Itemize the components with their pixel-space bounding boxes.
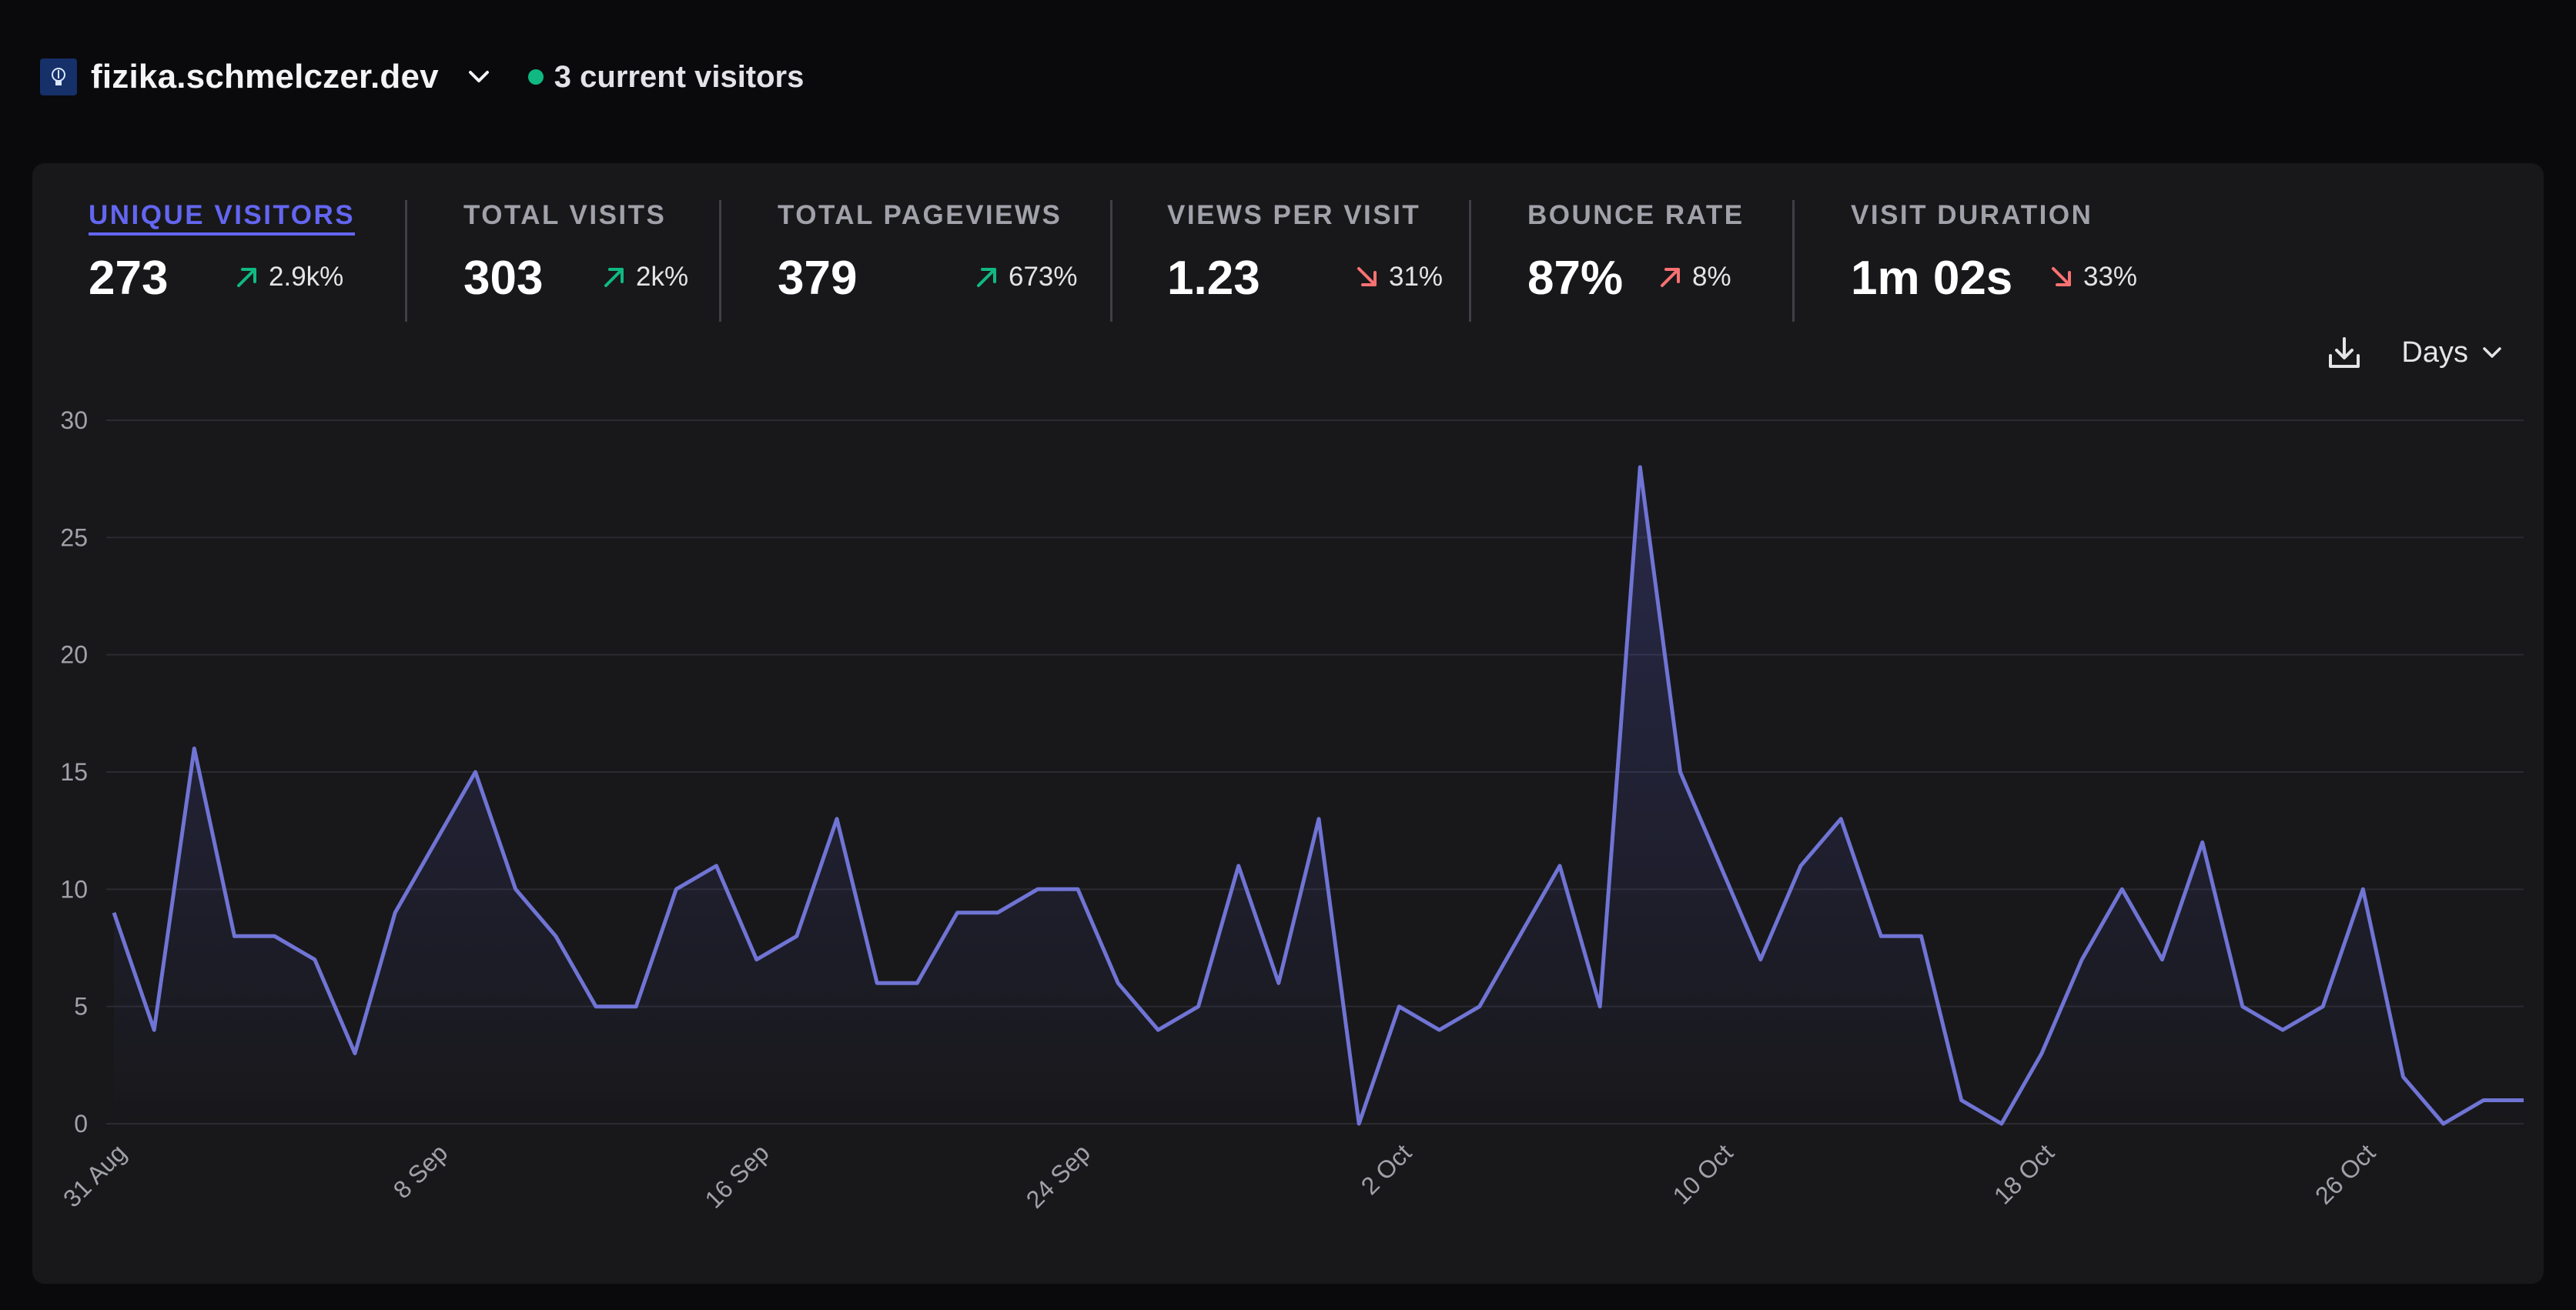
stat-change: 31% xyxy=(1355,262,1443,292)
stat-value: 273 xyxy=(89,252,169,305)
current-visitors-link[interactable]: 3 current visitors xyxy=(527,59,805,95)
stat-change-value: 2k% xyxy=(636,262,689,292)
stat-change: 2k% xyxy=(602,262,688,292)
stat-change: 33% xyxy=(2049,262,2137,292)
stat-label[interactable]: UNIQUE VISITORS xyxy=(89,200,356,236)
stat-value: 303 xyxy=(463,252,544,305)
stat-label[interactable]: TOTAL VISITS xyxy=(463,200,667,230)
x-tick-label: 31 Aug xyxy=(58,1138,132,1212)
top-stats: UNIQUE VISITORS 273 2.9k% TOTAL VISITS 3… xyxy=(32,163,2544,325)
stat-change: 2.9k% xyxy=(235,262,343,292)
y-tick-label: 30 xyxy=(60,406,88,434)
stat-value: 1m 02s xyxy=(1851,252,2013,305)
stat-change-value: 2.9k% xyxy=(269,262,344,292)
stat-total-pageviews[interactable]: TOTAL PAGEVIEWS 379 673% xyxy=(778,200,1078,323)
stat-change: 673% xyxy=(975,262,1078,292)
arrow-up-right-icon xyxy=(1661,268,1680,287)
x-tick-label: 8 Sep xyxy=(388,1138,453,1204)
stat-value: 379 xyxy=(778,252,858,305)
stat-change-value: 673% xyxy=(1009,262,1078,292)
site-switcher-chevron-icon[interactable] xyxy=(463,62,494,92)
stat-divider xyxy=(719,200,721,322)
chevron-down-icon xyxy=(2483,347,2501,358)
arrow-up-right-icon xyxy=(237,268,256,287)
x-tick-label: 18 Oct xyxy=(1989,1138,2059,1209)
stat-change: 8% xyxy=(1658,262,1731,292)
arrow-down-right-icon xyxy=(1357,267,1377,286)
stat-views-per-visit[interactable]: VIEWS PER VISIT 1.23 31% xyxy=(1167,200,1443,323)
x-tick-label: 24 Sep xyxy=(1021,1138,1096,1213)
visitors-line-chart[interactable]: 0 5 10 15 20 25 30 31 Aug 8 Sep 16 Sep 24 Sep 2 Oc… xyxy=(32,163,2544,1284)
stat-change-value: 31% xyxy=(1389,262,1444,292)
y-tick-label: 15 xyxy=(60,758,88,786)
arrow-up-right-icon xyxy=(977,268,996,287)
site-favicon-icon xyxy=(40,58,77,95)
x-tick-label: 16 Sep xyxy=(699,1138,774,1213)
y-tick-label: 0 xyxy=(74,1110,88,1138)
series-line[interactable] xyxy=(112,465,2524,1126)
arrow-up-right-icon xyxy=(604,268,624,287)
stat-label[interactable]: BOUNCE RATE xyxy=(1527,200,1745,230)
stat-change-value: 33% xyxy=(2083,262,2138,292)
x-tick-label: 2 Oct xyxy=(1356,1138,1417,1200)
stat-change-value: 8% xyxy=(1692,262,1731,292)
current-visitors-text: 3 current visitors xyxy=(554,59,805,94)
stat-label[interactable]: VIEWS PER VISIT xyxy=(1167,200,1421,230)
stat-divider xyxy=(405,200,407,322)
stat-divider xyxy=(1792,200,1795,322)
interval-label: Days xyxy=(2401,336,2468,369)
stat-label[interactable]: VISIT DURATION xyxy=(1851,200,2093,230)
y-tick-label: 25 xyxy=(60,523,88,551)
stat-divider xyxy=(1110,200,1112,322)
stat-value: 1.23 xyxy=(1167,252,1260,305)
site-header: fizika.schmelczer.dev 3 current visitors xyxy=(40,55,804,99)
interval-picker[interactable]: Days xyxy=(2401,336,2502,369)
stat-unique-visitors[interactable]: UNIQUE VISITORS 273 2.9k% xyxy=(89,200,356,323)
download-icon[interactable] xyxy=(2326,334,2363,371)
site-domain[interactable]: fizika.schmelczer.dev xyxy=(91,58,439,95)
series-area xyxy=(114,466,2524,1124)
y-tick-label: 10 xyxy=(60,875,88,903)
chart-controls: Days xyxy=(2326,334,2502,371)
live-status-dot-icon xyxy=(527,69,544,85)
main-graph-card: UNIQUE VISITORS 273 2.9k% TOTAL VISITS 3… xyxy=(32,163,2544,1284)
y-tick-label: 20 xyxy=(60,641,88,669)
stat-total-visits[interactable]: TOTAL VISITS 303 2k% xyxy=(463,200,688,323)
y-tick-label: 5 xyxy=(74,993,88,1021)
arrow-down-right-icon xyxy=(2052,267,2071,286)
x-tick-label: 10 Oct xyxy=(1668,1138,1738,1209)
stat-value: 87% xyxy=(1527,252,1624,305)
stat-label[interactable]: TOTAL PAGEVIEWS xyxy=(778,200,1062,230)
stat-visit-duration[interactable]: VISIT DURATION 1m 02s 33% xyxy=(1851,200,2137,323)
stat-divider xyxy=(1469,200,1471,322)
x-tick-label: 26 Oct xyxy=(2310,1138,2380,1209)
stat-bounce-rate[interactable]: BOUNCE RATE 87% 8% xyxy=(1527,200,1745,323)
